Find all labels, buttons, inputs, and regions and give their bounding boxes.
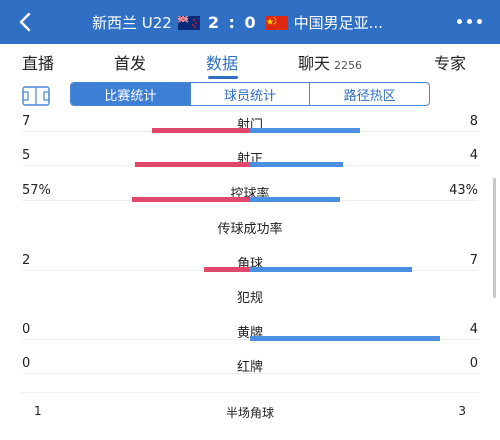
half-corners-row: 1 半场角球 3 [0,404,500,424]
home-half-corners: 1 [34,404,42,418]
away-value: 4 [469,148,478,163]
away-bar [250,336,440,341]
away-value: 7 [469,253,478,268]
tab-label: 聊天 [298,54,331,73]
match-title: 新西兰 U22 2 : 0 [92,12,383,33]
back-arrow-icon[interactable] [14,10,38,34]
pitch-icon[interactable] [22,86,50,106]
stat-row-yellow-cards: 0 黄牌 4 [0,322,500,356]
main-tab-bar: 直播 首发 数据 聊天 2256 专家 [0,44,500,80]
dot [457,19,462,24]
tab-chat[interactable]: 聊天 2256 [298,50,362,74]
stat-label: 传球成功率 [217,222,283,237]
stat-row-corners: 2 角球 7 [0,253,500,287]
tab-label: 首发 [114,54,147,73]
home-value: 2 [22,253,31,268]
active-tab-indicator [208,76,238,79]
tab-lineup[interactable]: 首发 [114,50,146,74]
home-value: 0 [22,322,31,337]
new-zealand-flag-icon [177,15,200,30]
stat-row-shots-on-target: 5 射正 4 [0,148,500,182]
match-score: 2 : 0 [207,13,258,32]
tab-label: 数据 [206,54,239,73]
stat-row-fouls: 犯规 [0,287,500,321]
home-value: 57% [22,183,51,198]
china-flag-icon [265,15,288,30]
bar-track [22,373,478,374]
away-team-name: 中国男足亚... [293,14,383,32]
home-value: 0 [22,356,31,371]
tab-label: 直播 [22,54,55,73]
home-bar [135,162,250,167]
home-value: 7 [22,114,31,129]
stat-row-red-cards: 0 红牌 0 [0,356,500,390]
match-header: 新西兰 U22 2 : 0 [0,0,500,44]
home-bar [132,197,250,202]
more-dots-icon[interactable] [457,19,482,24]
chat-count: 2256 [334,59,363,72]
tab-data[interactable]: 数据 [206,50,238,74]
away-half-corners: 3 [458,404,466,418]
sub-tab-bar: 比赛统计 球员统计 路径热区 [70,82,430,106]
away-bar [250,267,412,272]
tab-experts[interactable]: 专家 [434,50,466,74]
scrollbar[interactable] [493,178,496,298]
tab-label: 专家 [434,54,467,73]
subtab-heatmap[interactable]: 路径热区 [343,88,396,104]
stat-row-shots: 7 射门 8 [0,114,500,148]
stat-label: 红牌 [236,360,263,375]
stat-row-pass-accuracy: 传球成功率 [0,218,500,252]
stat-label: 犯规 [236,291,263,306]
home-bar [152,128,250,133]
away-value: 4 [469,322,478,337]
away-value: 8 [469,114,478,129]
away-value: 0 [469,356,478,371]
subtab-player-stats[interactable]: 球员统计 [191,83,311,105]
away-bar [250,128,360,133]
home-value: 5 [22,148,31,163]
away-bar [250,162,343,167]
half-corners-label: 半场角球 [225,406,274,420]
home-bar [204,267,250,272]
away-bar [250,197,340,202]
tab-live[interactable]: 直播 [22,50,54,74]
dot [477,19,482,24]
stat-row-possession: 57% 控球率 43% [0,183,500,217]
subtab-match-stats[interactable]: 比赛统计 [71,83,191,105]
home-team-name: 新西兰 U22 [92,14,172,32]
dot [467,19,472,24]
away-value: 43% [449,183,478,198]
divider [20,392,480,393]
